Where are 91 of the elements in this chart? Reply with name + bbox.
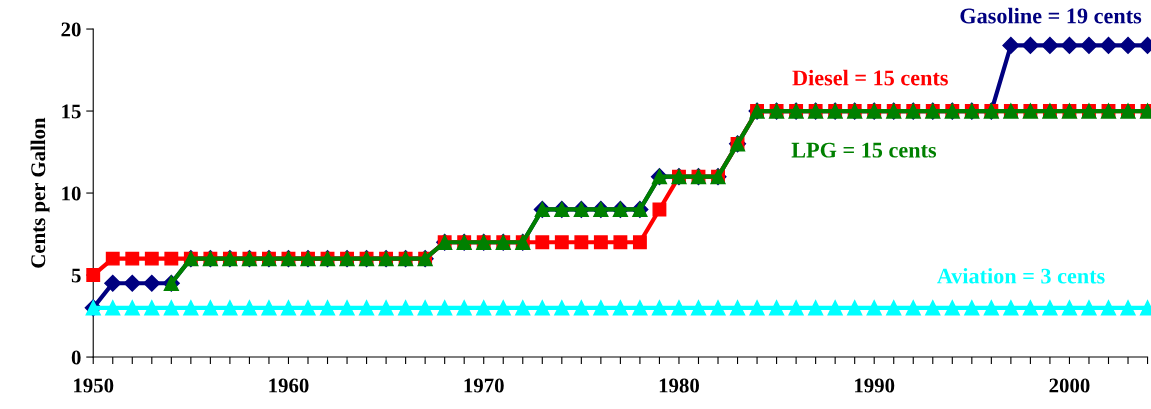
- point: [144, 300, 160, 316]
- point: [905, 300, 921, 316]
- point: [768, 300, 785, 316]
- point: [86, 268, 101, 282]
- point: [144, 251, 159, 266]
- point: [964, 300, 980, 316]
- point: [476, 300, 492, 316]
- point: [944, 300, 960, 316]
- y-tick-label: 15: [62, 104, 81, 119]
- point: [535, 235, 550, 250]
- point: [573, 300, 589, 316]
- point: [554, 300, 570, 316]
- point: [1060, 36, 1079, 54]
- point: [1080, 36, 1098, 54]
- point: [593, 235, 608, 250]
- point: [749, 300, 765, 316]
- x-tick-label: 1980: [659, 378, 699, 393]
- point: [1041, 36, 1059, 54]
- point: [241, 300, 258, 316]
- text: Gasoline = 19 cents: [960, 7, 1142, 24]
- point: [866, 300, 882, 316]
- y-tick-label: 0: [71, 350, 81, 365]
- annotation: Diesel = 15 cents: [792, 69, 948, 86]
- point: [339, 300, 355, 316]
- point: [222, 300, 238, 316]
- point: [1100, 300, 1117, 316]
- point: [1003, 300, 1019, 316]
- annotation: Aviation = 3 cents: [937, 267, 1105, 284]
- point: [1081, 300, 1097, 316]
- point: [105, 251, 120, 266]
- point: [358, 300, 375, 316]
- point: [456, 300, 472, 316]
- y-tick-label: 10: [62, 186, 81, 201]
- point: [1022, 300, 1039, 316]
- point: [574, 235, 589, 250]
- point: [515, 300, 531, 316]
- point: [397, 300, 414, 316]
- point: [495, 300, 511, 316]
- point: [925, 300, 941, 316]
- x-tick-label: 2000: [1049, 378, 1090, 393]
- point: [652, 202, 667, 217]
- point: [788, 300, 804, 316]
- point: [554, 235, 569, 250]
- point: [729, 300, 746, 316]
- x-tick-label: 1970: [464, 378, 504, 393]
- point: [202, 300, 219, 316]
- y-axis-title: Cents per Gallon: [30, 117, 50, 268]
- point: [163, 300, 179, 316]
- point: [1120, 300, 1136, 316]
- point: [1021, 36, 1039, 54]
- point: [671, 300, 687, 316]
- point: [632, 300, 648, 316]
- point: [632, 235, 647, 250]
- point: [983, 300, 999, 316]
- point: [378, 300, 394, 316]
- point: [847, 300, 863, 316]
- x-tick-label: 1960: [269, 378, 309, 393]
- point: [1099, 36, 1118, 54]
- point: [183, 300, 199, 316]
- annotation: LPG = 15 cents: [791, 142, 937, 158]
- x-tick-label: 1950: [74, 378, 114, 393]
- point: [123, 274, 141, 292]
- point: [105, 300, 121, 316]
- point: [827, 300, 843, 316]
- point: [612, 300, 629, 316]
- point: [690, 300, 707, 316]
- point: [613, 235, 628, 250]
- point: [280, 300, 297, 316]
- point: [710, 300, 726, 316]
- point: [143, 274, 161, 292]
- point: [300, 300, 316, 316]
- point: [651, 300, 668, 316]
- y-tick-label: 20: [61, 22, 81, 37]
- point: [1119, 36, 1137, 54]
- x-tick-label: 1990: [855, 378, 895, 393]
- y-tick-label: 5: [71, 268, 81, 283]
- point: [534, 300, 550, 316]
- point: [437, 300, 453, 316]
- point: [125, 251, 140, 266]
- point: [593, 300, 609, 316]
- point: [1002, 36, 1020, 54]
- point: [164, 251, 179, 266]
- point: [807, 300, 824, 316]
- point: [261, 300, 277, 316]
- point: [104, 274, 122, 292]
- point: [886, 300, 902, 316]
- point: [417, 300, 433, 316]
- point: [1042, 300, 1058, 316]
- point: [1061, 300, 1078, 316]
- point: [124, 300, 140, 316]
- point: [319, 300, 336, 316]
